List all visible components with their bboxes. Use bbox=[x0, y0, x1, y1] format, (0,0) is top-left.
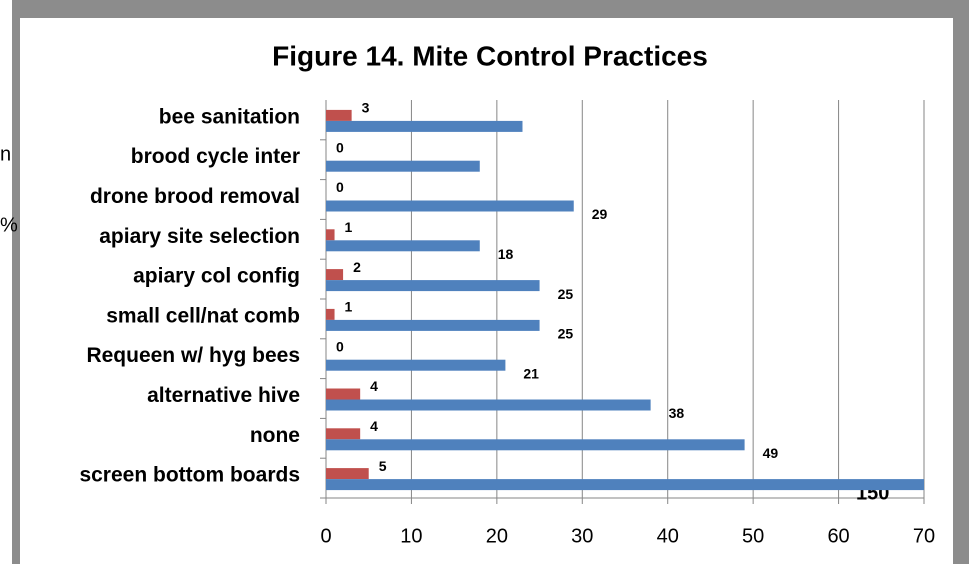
bar bbox=[326, 160, 480, 172]
y-tick-label: apiary site selection bbox=[99, 225, 300, 248]
chart-title: Figure 14. Mite Control Practices bbox=[272, 40, 708, 71]
y-tick-label: bee sanitation bbox=[159, 105, 300, 128]
x-tick-label: 70 bbox=[913, 525, 935, 547]
bar bbox=[326, 468, 369, 480]
bar bbox=[326, 280, 540, 292]
x-tick-label: 50 bbox=[742, 525, 764, 547]
data-label: 25 bbox=[558, 326, 574, 342]
bar bbox=[326, 269, 344, 281]
data-label: 1 bbox=[345, 219, 353, 235]
data-label: 21 bbox=[523, 365, 539, 381]
bar bbox=[326, 428, 361, 440]
data-label: 0 bbox=[336, 179, 344, 195]
bar bbox=[326, 109, 352, 121]
data-label: 3 bbox=[362, 100, 370, 116]
bar bbox=[326, 388, 361, 400]
bar bbox=[326, 229, 335, 241]
y-tick-label: Requeen w/ hyg bees bbox=[86, 344, 300, 367]
data-label: 29 bbox=[592, 206, 608, 222]
bar bbox=[326, 479, 924, 491]
data-label: 5 bbox=[379, 458, 387, 474]
bars bbox=[326, 109, 924, 491]
data-label: 4 bbox=[370, 378, 378, 394]
data-label: 1 bbox=[345, 299, 353, 315]
bar bbox=[326, 319, 540, 331]
bar bbox=[326, 120, 523, 132]
bar bbox=[326, 308, 335, 320]
x-tick-label: 20 bbox=[486, 525, 508, 547]
data-label: 4 bbox=[370, 418, 378, 434]
y-tick-label: apiary col config bbox=[133, 265, 300, 288]
y-tick-label: drone brood removal bbox=[90, 185, 300, 208]
data-label: 18 bbox=[498, 246, 514, 262]
bar bbox=[326, 240, 480, 252]
y-tick-label: alternative hive bbox=[147, 384, 300, 407]
x-tick-label: 40 bbox=[657, 525, 679, 547]
data-label: 2 bbox=[353, 259, 361, 275]
x-tick-label: 30 bbox=[571, 525, 593, 547]
data-label: 0 bbox=[336, 139, 344, 155]
fragment: % bbox=[0, 214, 18, 236]
x-tick-label: 0 bbox=[320, 525, 331, 547]
x-tick-label: 10 bbox=[400, 525, 422, 547]
bar bbox=[326, 399, 651, 411]
bar bbox=[326, 200, 574, 212]
data-label: 49 bbox=[763, 445, 779, 461]
y-tick-label: none bbox=[250, 424, 300, 447]
fragment: n bbox=[0, 143, 11, 165]
bar bbox=[326, 439, 745, 451]
data-label: 25 bbox=[558, 286, 574, 302]
x-tick-label: 60 bbox=[827, 525, 849, 547]
bar bbox=[326, 359, 506, 371]
y-tick-label: screen bottom boards bbox=[79, 464, 300, 487]
y-tick-label: brood cycle inter bbox=[131, 145, 300, 168]
y-tick-label: small cell/nat comb bbox=[106, 304, 300, 327]
data-label: 0 bbox=[336, 338, 344, 354]
data-label: 38 bbox=[669, 405, 685, 421]
